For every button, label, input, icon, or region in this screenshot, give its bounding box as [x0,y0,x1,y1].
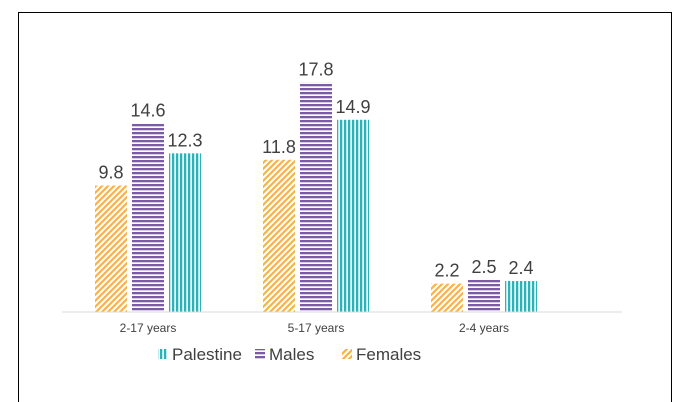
x-tick-label: 2-17 years [120,321,177,335]
data-label-palestine-1: 14.9 [335,97,370,117]
bar-males-2 [468,279,500,312]
x-tick-label: 5-17 years [288,321,345,335]
legend-item-males: Males [255,345,314,364]
data-label-females-1: 11.8 [262,137,296,157]
bar-females-0 [95,185,127,312]
data-label-males-2: 2.5 [471,257,496,277]
data-label-females-0: 9.8 [98,163,123,183]
legend-item-palestine: Palestine [158,345,242,364]
bar-palestine-1 [337,119,369,312]
x-tick-label: 2-4 years [459,321,509,335]
legend-swatch-males [255,349,265,359]
legend-label-palestine: Palestine [172,345,242,364]
bar-females-1 [263,159,295,312]
legend-swatch-palestine [158,349,168,359]
bar-palestine-0 [169,153,201,312]
chart-frame [18,12,672,402]
legend-item-females: Females [342,345,421,364]
legend-swatch-females [342,349,352,359]
bar-males-0 [132,123,164,312]
legend-label-females: Females [356,345,421,364]
data-label-males-1: 17.8 [298,59,333,79]
data-label-palestine-2: 2.4 [508,258,533,278]
data-label-females-2: 2.2 [434,261,459,281]
legend-label-males: Males [269,345,314,364]
bar-females-2 [431,283,463,312]
bar-palestine-2 [505,281,537,312]
data-label-males-0: 14.6 [130,101,165,121]
data-label-palestine-0: 12.3 [167,130,202,150]
bar-males-1 [300,82,332,312]
